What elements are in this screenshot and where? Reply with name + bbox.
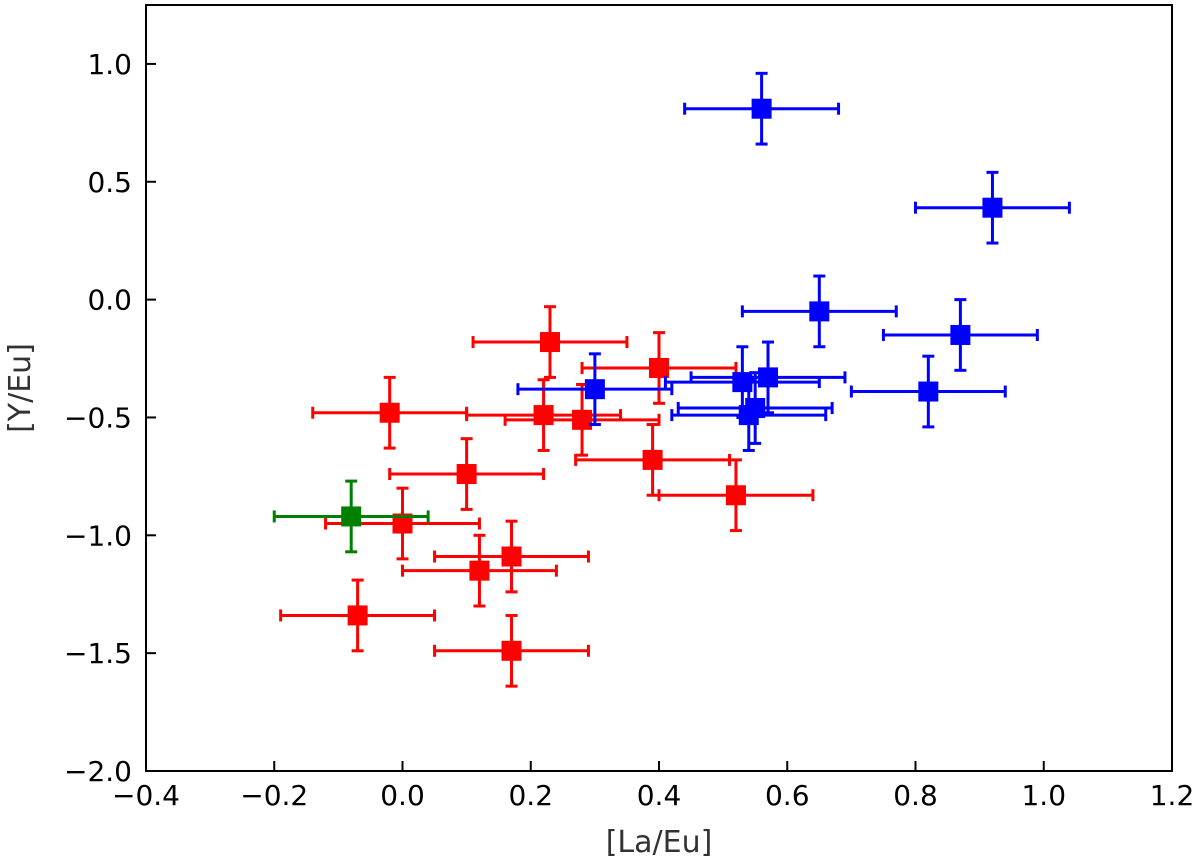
square-marker bbox=[584, 379, 605, 400]
square-marker bbox=[392, 513, 413, 534]
square-marker bbox=[501, 546, 522, 567]
x-tick-label: 0.2 bbox=[508, 779, 553, 812]
y-axis-label: [Y/Eu] bbox=[3, 343, 38, 433]
data-point bbox=[657, 458, 815, 533]
data-point bbox=[670, 378, 828, 452]
square-marker bbox=[751, 98, 772, 119]
series-0 bbox=[279, 305, 815, 688]
square-marker bbox=[456, 464, 477, 485]
square-marker bbox=[341, 506, 362, 527]
square-marker bbox=[533, 405, 554, 426]
ticks-layer: −0.4 −0.2 0.0 0.2 0.4 0.6 0.8 1.0 1.2 −2.0 −1.5 −1.… bbox=[64, 48, 1194, 812]
square-marker bbox=[649, 357, 669, 378]
x-tick-label: 1.2 bbox=[1150, 779, 1195, 812]
square-marker bbox=[918, 381, 939, 402]
y-tick-label: 1.0 bbox=[87, 48, 132, 81]
x-tick-label: 0.0 bbox=[380, 779, 425, 812]
data-point bbox=[279, 578, 437, 653]
y-tick-label: −1.5 bbox=[64, 637, 132, 670]
square-marker bbox=[950, 324, 971, 345]
square-marker bbox=[642, 449, 663, 470]
x-tick-label: 1.0 bbox=[1021, 779, 1066, 812]
square-marker bbox=[572, 409, 593, 430]
data-point bbox=[272, 479, 430, 554]
data-point bbox=[689, 340, 847, 415]
data-point bbox=[574, 423, 732, 497]
series-1 bbox=[516, 71, 1071, 452]
data-point bbox=[881, 298, 1039, 372]
data-point bbox=[849, 354, 1007, 429]
x-tick-label: −0.4 bbox=[112, 779, 180, 812]
square-marker bbox=[469, 560, 490, 581]
data-point bbox=[740, 274, 898, 349]
data-point bbox=[914, 170, 1071, 245]
x-tick-label: 0.6 bbox=[765, 779, 810, 812]
series-2 bbox=[272, 479, 430, 554]
data-point bbox=[503, 382, 661, 457]
marks-layer bbox=[272, 71, 1071, 688]
x-tick-label: −0.2 bbox=[240, 779, 308, 812]
data-point bbox=[580, 331, 738, 405]
data-point bbox=[401, 533, 558, 608]
y-tick-label: 0.5 bbox=[87, 166, 132, 199]
data-point bbox=[683, 71, 841, 146]
square-marker bbox=[982, 197, 1003, 218]
x-axis-label: [La/Eu] bbox=[606, 825, 713, 860]
square-marker bbox=[725, 485, 746, 506]
square-marker bbox=[347, 605, 368, 626]
square-marker bbox=[379, 402, 400, 423]
y-tick-label: −2.0 bbox=[64, 755, 132, 788]
x-tick-label: 0.4 bbox=[637, 779, 682, 812]
y-tick-label: 0.0 bbox=[87, 284, 132, 317]
y-tick-label: −0.5 bbox=[64, 401, 132, 434]
data-point bbox=[311, 375, 469, 450]
data-point bbox=[324, 486, 481, 561]
data-point bbox=[433, 519, 590, 594]
y-tick-label: −1.0 bbox=[64, 519, 132, 552]
data-point bbox=[388, 437, 546, 511]
square-marker bbox=[809, 301, 830, 322]
square-marker bbox=[758, 367, 779, 388]
data-point bbox=[471, 305, 629, 379]
data-point bbox=[516, 352, 674, 427]
data-point bbox=[433, 613, 590, 688]
square-marker bbox=[539, 332, 560, 353]
square-marker bbox=[501, 640, 522, 661]
square-marker bbox=[738, 405, 759, 426]
x-tick-label: 0.8 bbox=[893, 779, 938, 812]
